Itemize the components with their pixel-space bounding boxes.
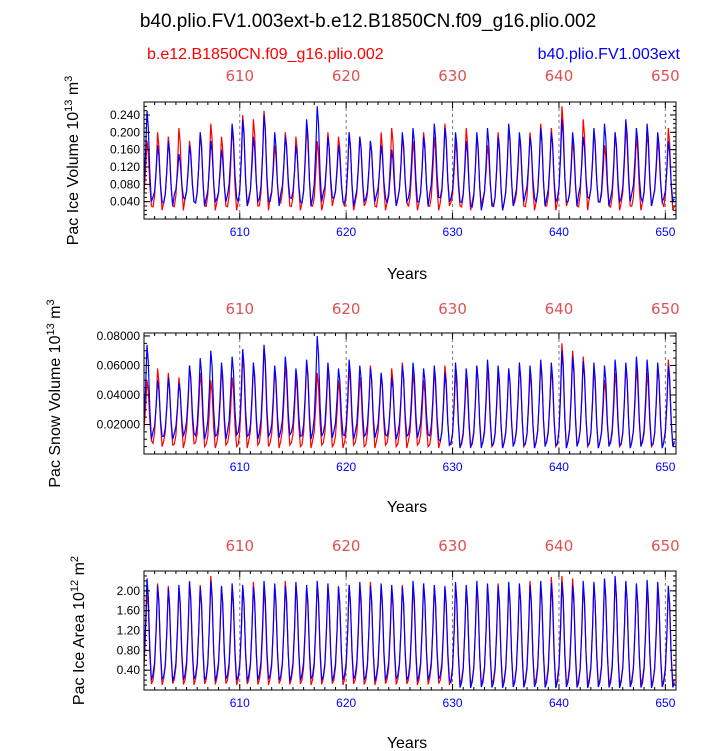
x-tick-label-bottom: 610 xyxy=(230,696,250,710)
y-tick-label: 0.80 xyxy=(117,643,141,657)
x-axis-label: Years xyxy=(387,266,427,283)
y-tick-label: 0.40 xyxy=(117,663,141,677)
panel-2: 0.02000 0.04000 0.06000 0.08000 610 610 620 620… xyxy=(45,299,680,516)
x-tick-label-bottom: 640 xyxy=(549,225,569,239)
y-axis-label-part: 12 xyxy=(69,580,81,592)
x-tick-label-bottom: 610 xyxy=(230,225,250,239)
x-tick-label-top: 610 xyxy=(225,300,254,318)
y-tick-label: 0.04000 xyxy=(97,388,141,402)
x-axis-label: Years xyxy=(387,499,427,516)
y-tick-label: 0.08000 xyxy=(97,329,141,343)
x-tick-label-top: 620 xyxy=(332,67,361,85)
x-tick-label-top: 650 xyxy=(651,537,680,555)
y-tick-label: 1.20 xyxy=(117,624,141,638)
y-tick-label: 1.60 xyxy=(117,604,141,618)
x-tick-label-top: 640 xyxy=(545,67,574,85)
y-axis-label-part: Pac Ice Volume 10 xyxy=(65,112,82,246)
y-axis-label: Pac Ice Area 1012 m2 xyxy=(69,556,88,705)
y-axis-label-part: 3 xyxy=(45,299,57,305)
x-tick-label-top: 650 xyxy=(651,67,680,85)
panels-group: 0.040 0.080 0.120 0.160 0.200 0.240 610 610 620 6… xyxy=(45,67,680,751)
y-axis-label-part: 2 xyxy=(69,556,81,562)
figure-title: b40.plio.FV1.003ext-b.e12.B1850CN.f09_g1… xyxy=(140,11,596,32)
x-tick-label-bottom: 630 xyxy=(443,460,463,474)
x-tick-label-bottom: 640 xyxy=(549,460,569,474)
series-line-blue xyxy=(144,106,675,211)
x-axis-label: Years xyxy=(387,735,427,751)
x-tick-label-bottom: 620 xyxy=(336,225,356,239)
y-axis-label-part: m xyxy=(65,82,82,100)
y-tick-label: 0.120 xyxy=(110,160,140,174)
panel-3: 0.40 0.80 1.20 1.60 2.00 610 610 620 620 630 630 64… xyxy=(69,537,680,751)
x-tick-label-top: 620 xyxy=(332,300,361,318)
y-tick-label: 0.06000 xyxy=(97,358,141,372)
y-axis-label-part: m xyxy=(47,306,64,324)
x-tick-label-bottom: 650 xyxy=(655,460,675,474)
x-tick-label-bottom: 650 xyxy=(655,696,675,710)
y-axis-label-part: Pac Ice Area 10 xyxy=(71,592,88,705)
x-tick-label-bottom: 640 xyxy=(549,696,569,710)
x-tick-label-top: 610 xyxy=(225,67,254,85)
x-tick-label-bottom: 620 xyxy=(336,460,356,474)
x-tick-label-bottom: 620 xyxy=(336,696,356,710)
x-tick-label-top: 650 xyxy=(651,300,680,318)
y-axis-label: Pac Ice Volume 1013 m3 xyxy=(63,76,82,246)
x-tick-label-bottom: 650 xyxy=(655,225,675,239)
y-axis-label-part: 13 xyxy=(63,100,75,112)
panel-1: 0.040 0.080 0.120 0.160 0.200 0.240 610 610 620 6… xyxy=(63,67,680,283)
x-tick-label-top: 630 xyxy=(438,67,467,85)
y-tick-label: 0.02000 xyxy=(97,417,141,431)
y-tick-label: 0.080 xyxy=(110,177,140,191)
x-tick-label-bottom: 610 xyxy=(230,460,250,474)
x-tick-label-top: 630 xyxy=(438,537,467,555)
y-tick-label: 0.040 xyxy=(110,195,140,209)
y-axis-label-part: 3 xyxy=(63,76,75,82)
y-tick-label: 0.200 xyxy=(110,125,140,139)
y-tick-label: 0.160 xyxy=(110,143,140,157)
x-tick-label-top: 630 xyxy=(438,300,467,318)
legend-right-label: b40.plio.FV1.003ext xyxy=(538,46,681,63)
x-tick-label-top: 640 xyxy=(545,300,574,318)
x-tick-label-top: 620 xyxy=(332,537,361,555)
x-tick-label-bottom: 630 xyxy=(443,225,463,239)
series-line-blue xyxy=(144,335,675,449)
y-axis-label-part: Pac Snow Volume 10 xyxy=(47,335,64,487)
x-tick-label-top: 610 xyxy=(225,537,254,555)
y-tick-label: 2.00 xyxy=(117,584,141,598)
legend-left-label: b.e12.B1850CN.f09_g16.plio.002 xyxy=(147,46,384,63)
y-axis-label-part: m xyxy=(71,562,88,580)
y-tick-label: 0.240 xyxy=(110,108,140,122)
x-tick-label-top: 640 xyxy=(545,537,574,555)
x-tick-label-bottom: 630 xyxy=(443,696,463,710)
y-axis-label: Pac Snow Volume 1013 m3 xyxy=(45,299,64,487)
series-line-blue xyxy=(144,575,675,689)
y-axis-label-part: 13 xyxy=(45,323,57,335)
